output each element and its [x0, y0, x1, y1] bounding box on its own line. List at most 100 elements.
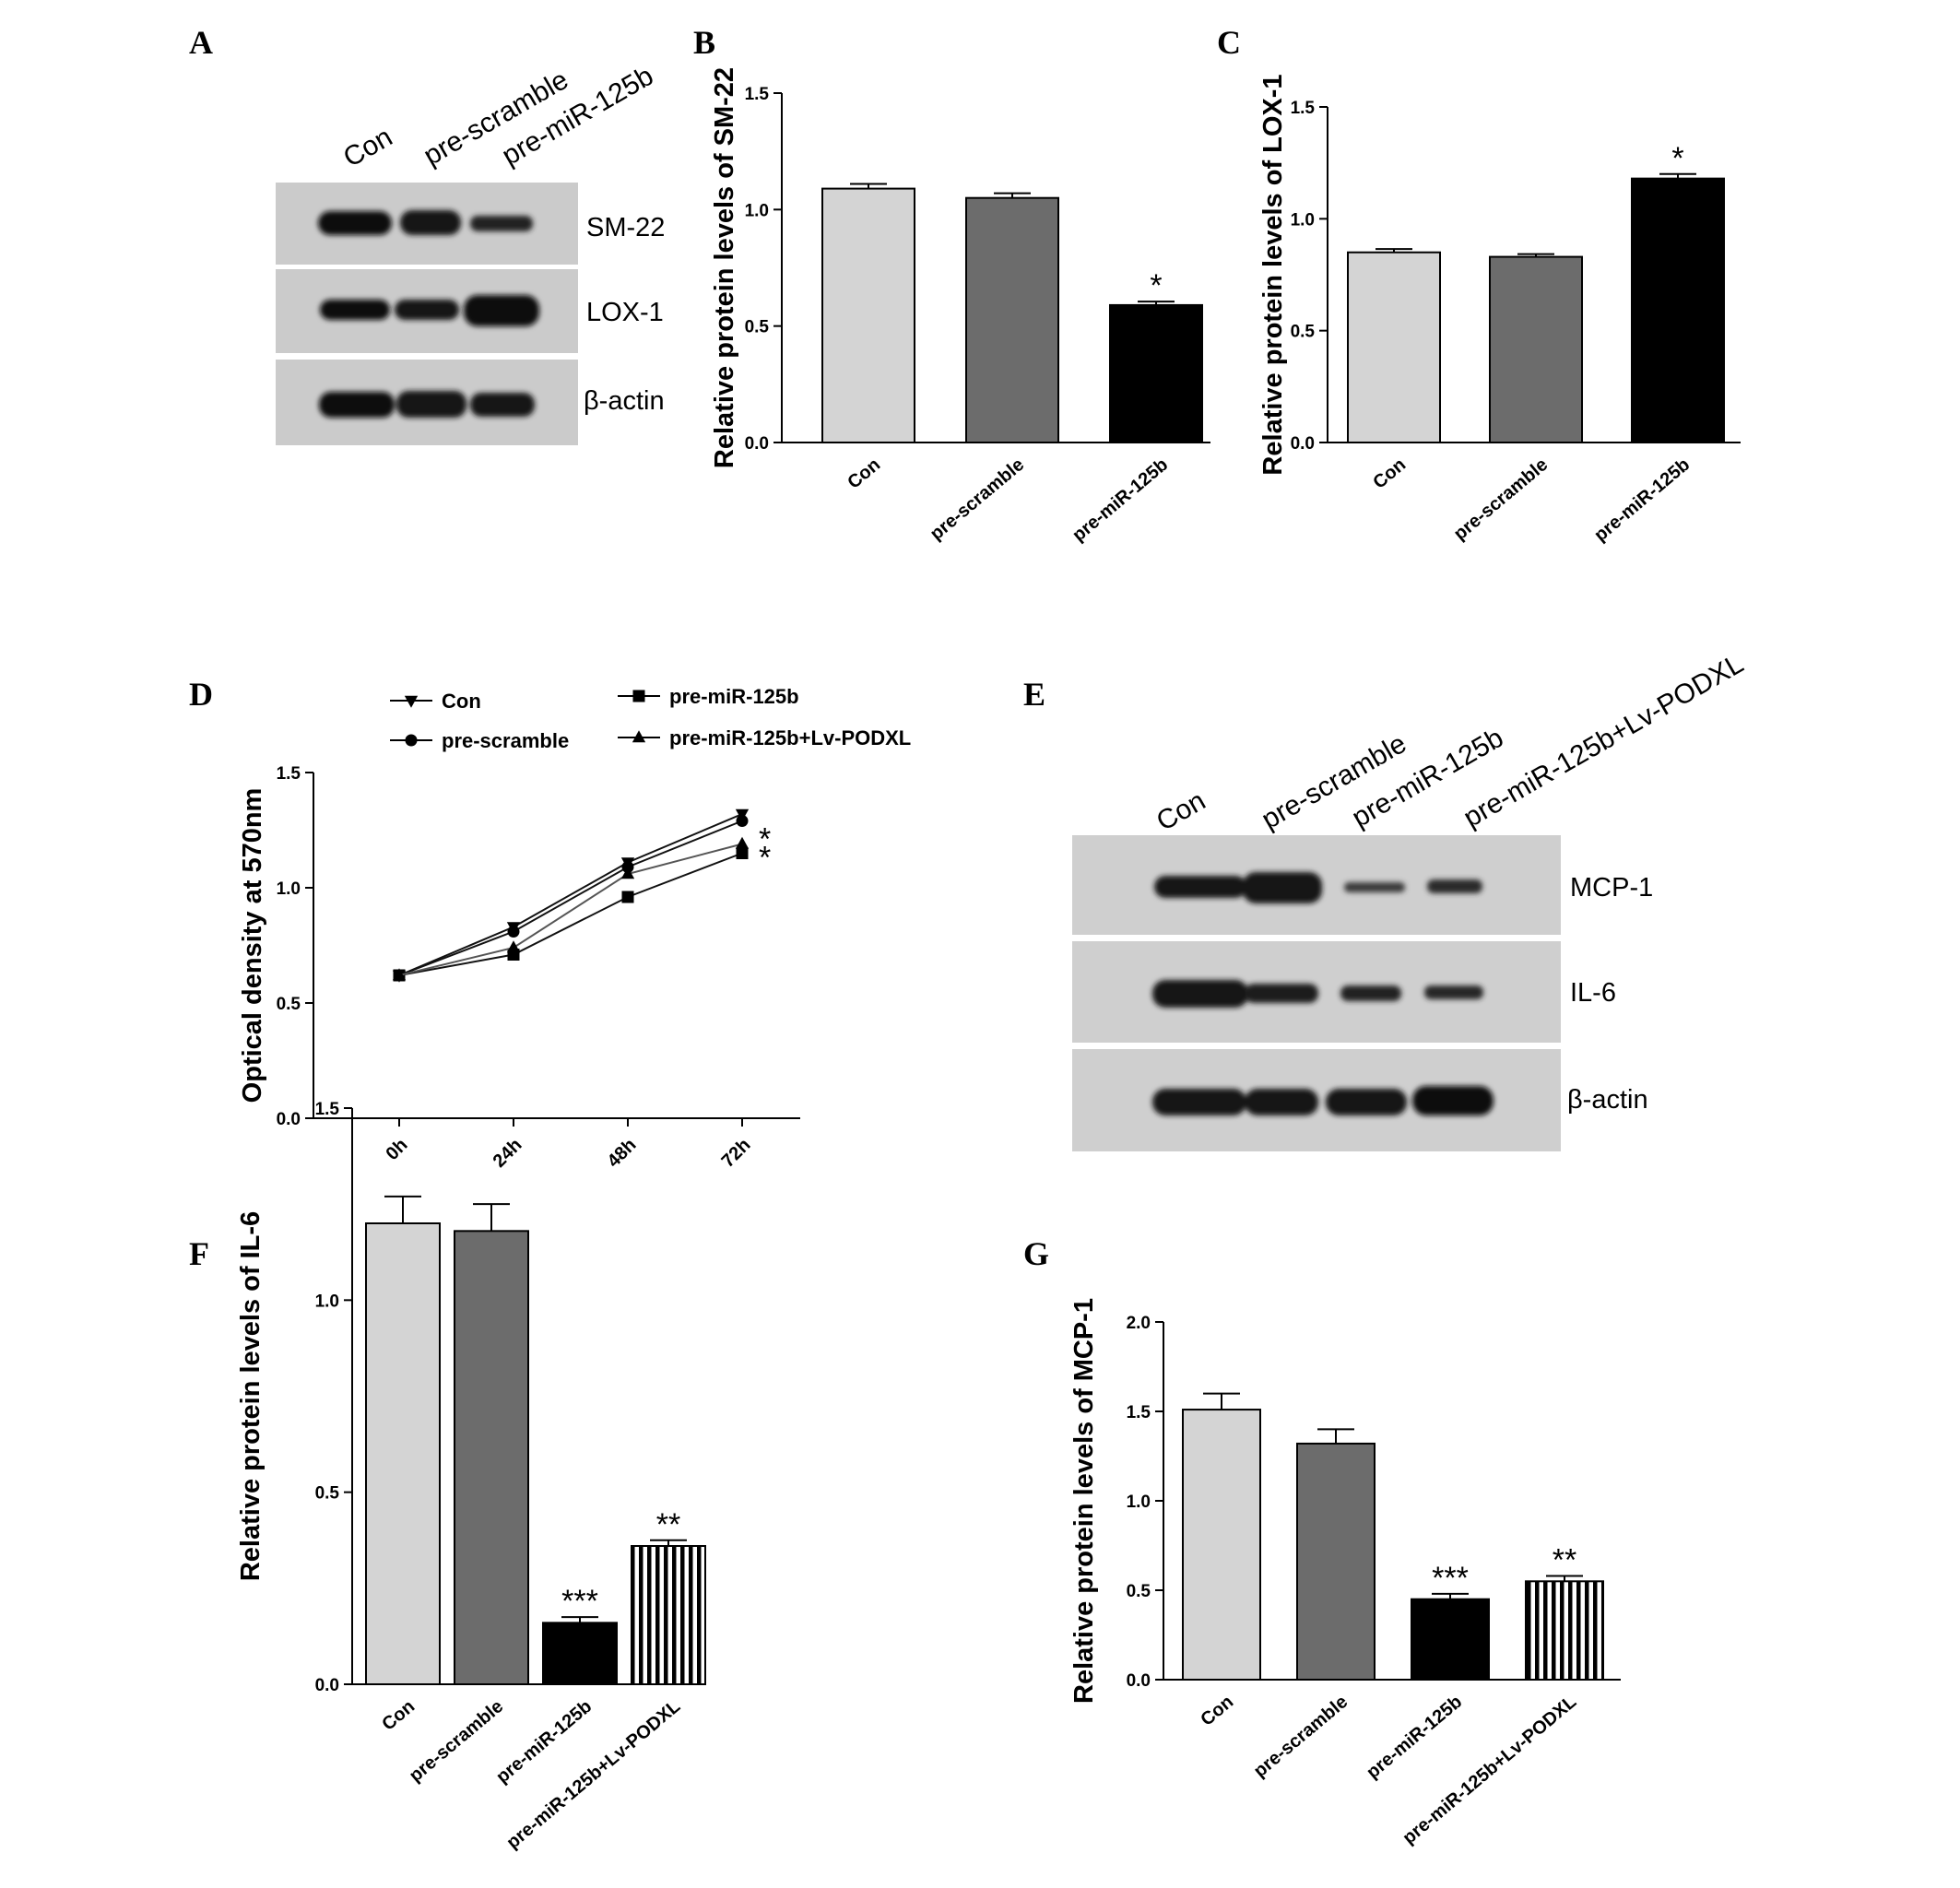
bar — [821, 187, 915, 444]
chart-G: 0.0 0.5 1.0 1.5 2.0 Relative protein levels o… — [1069, 1298, 1621, 1848]
y-axis-label: Relative protein levels of IL-6 — [236, 1211, 266, 1581]
y-tick-label: 1.0 — [277, 879, 301, 899]
blot-E-band-label-actin: β-actin — [1567, 1085, 1648, 1115]
bar — [965, 196, 1059, 443]
data-point — [736, 847, 749, 859]
bar — [1182, 1409, 1261, 1682]
data-point — [632, 730, 646, 743]
chart-F: 0.0 0.5 1.0 1.5 Relative protein levels of I… — [236, 1100, 706, 1853]
y-tick-label: 0.5 — [745, 318, 770, 337]
category-label: Con — [1197, 1692, 1237, 1730]
category-label: pre-miR-125b — [1069, 454, 1172, 546]
y-axis-label: Relative protein levels of SM-22 — [710, 67, 739, 468]
blot-E-band-il6-3 — [1340, 985, 1401, 1001]
category-label: pre-scramble — [1450, 454, 1552, 545]
chart-D: 0.0 0.5 1.0 1.5 Optical density at 570nm 0h 24… — [238, 685, 911, 1172]
series-line — [398, 813, 743, 976]
panel-letter-C: C — [1217, 24, 1241, 61]
data-point — [392, 968, 407, 981]
category-label: Con — [378, 1696, 419, 1735]
blot-E-band-il6-1 — [1152, 980, 1248, 1008]
category-label: pre-miR-125b — [1590, 454, 1694, 546]
blot-A-band-actin-3 — [470, 393, 535, 417]
y-tick-label: 1.0 — [1127, 1493, 1151, 1512]
legend-entry: pre-miR-125b — [669, 685, 799, 708]
y-tick-label: 2.0 — [1127, 1314, 1151, 1333]
y-tick-label: 0.0 — [745, 434, 769, 454]
blot-E-band-il6-4 — [1424, 985, 1483, 999]
significance-label: * — [759, 822, 771, 857]
y-tick-label: 0.0 — [1291, 434, 1315, 454]
data-point — [632, 690, 645, 702]
significance-label: * — [1150, 268, 1162, 303]
blot-E-band-actin-3 — [1326, 1089, 1407, 1115]
significance-label: * — [759, 841, 771, 876]
blot-E-band-mcp1-4 — [1427, 879, 1482, 893]
blot-E-band-actin-1 — [1152, 1089, 1246, 1115]
y-tick-label: 1.0 — [745, 201, 769, 220]
y-tick-label: 0.5 — [315, 1484, 340, 1504]
data-point — [507, 926, 520, 938]
panel-letter-F: F — [189, 1235, 209, 1272]
bar — [1347, 251, 1441, 443]
panel-letter-D: D — [189, 676, 213, 713]
blot-E-band-mcp1-2 — [1243, 872, 1322, 903]
x-tick-label: 24h — [490, 1135, 526, 1172]
y-axis-label: Optical density at 570nm — [238, 788, 267, 1103]
significance-label: *** — [561, 1584, 598, 1619]
blot-E-band-il6-2 — [1245, 984, 1318, 1003]
y-axis-label: Relative protein levels of LOX-1 — [1258, 74, 1288, 475]
category-label: pre-miR-125b — [1363, 1692, 1466, 1783]
x-tick-label: 0h — [382, 1135, 411, 1164]
blot-A-band-sm22-2 — [400, 210, 461, 235]
bar — [1296, 1442, 1376, 1682]
legend-entry: pre-miR-125b+Lv-PODXL — [669, 726, 911, 749]
legend-entry: pre-scramble — [442, 729, 569, 752]
data-point — [620, 867, 635, 879]
bar — [542, 1622, 618, 1686]
data-point — [735, 836, 750, 849]
y-tick-label: 0.0 — [315, 1676, 339, 1695]
blot-E-band-label-il6: IL-6 — [1570, 978, 1616, 1008]
bar — [1631, 177, 1725, 444]
significance-label: ** — [656, 1507, 680, 1542]
bar — [1525, 1580, 1604, 1682]
series-line — [398, 843, 743, 976]
y-tick-label: 1.5 — [277, 764, 301, 784]
data-point — [506, 940, 521, 953]
y-tick-label: 1.0 — [315, 1292, 339, 1311]
blot-A-band-label-actin: β-actin — [584, 386, 665, 416]
blot-A-band-sm22-3 — [470, 216, 533, 231]
bar — [365, 1222, 441, 1685]
data-point — [621, 891, 634, 903]
y-tick-label: 1.5 — [1291, 99, 1316, 118]
blot-A-band-label-lox1: LOX-1 — [586, 298, 664, 327]
y-tick-label: 1.5 — [1127, 1403, 1151, 1422]
bar — [1109, 303, 1203, 443]
y-tick-label: 1.5 — [315, 1100, 340, 1119]
panel-letter-E: E — [1023, 676, 1045, 713]
data-point — [404, 695, 419, 708]
y-tick-label: 0.0 — [1127, 1671, 1151, 1691]
blot-A-band-lox1-1 — [320, 300, 390, 320]
blot-A-lane-label-1: Con — [338, 122, 397, 173]
y-tick-label: 0.5 — [1291, 323, 1316, 342]
y-tick-label: 0.0 — [277, 1110, 301, 1129]
bar — [1411, 1598, 1490, 1681]
blot-A-band-label-sm22: SM-22 — [586, 213, 665, 242]
category-label: pre-scramble — [927, 454, 1028, 545]
blot-E-band-mcp1-3 — [1344, 882, 1405, 892]
blot-A-band-lox1-2 — [395, 300, 459, 320]
y-tick-label: 1.5 — [745, 85, 770, 104]
significance-label: ** — [1553, 1542, 1576, 1577]
y-axis-label: Relative protein levels of MCP-1 — [1069, 1298, 1099, 1704]
blot-E-band-mcp1-1 — [1154, 876, 1246, 898]
category-label: Con — [1369, 454, 1410, 493]
panel-letter-B: B — [693, 24, 715, 61]
series-line — [398, 852, 743, 976]
category-label: Con — [844, 454, 884, 493]
blot-E: Con pre-scramble pre-miR-125b pre-miR-12… — [1072, 648, 1749, 1151]
significance-label: *** — [1432, 1561, 1469, 1596]
